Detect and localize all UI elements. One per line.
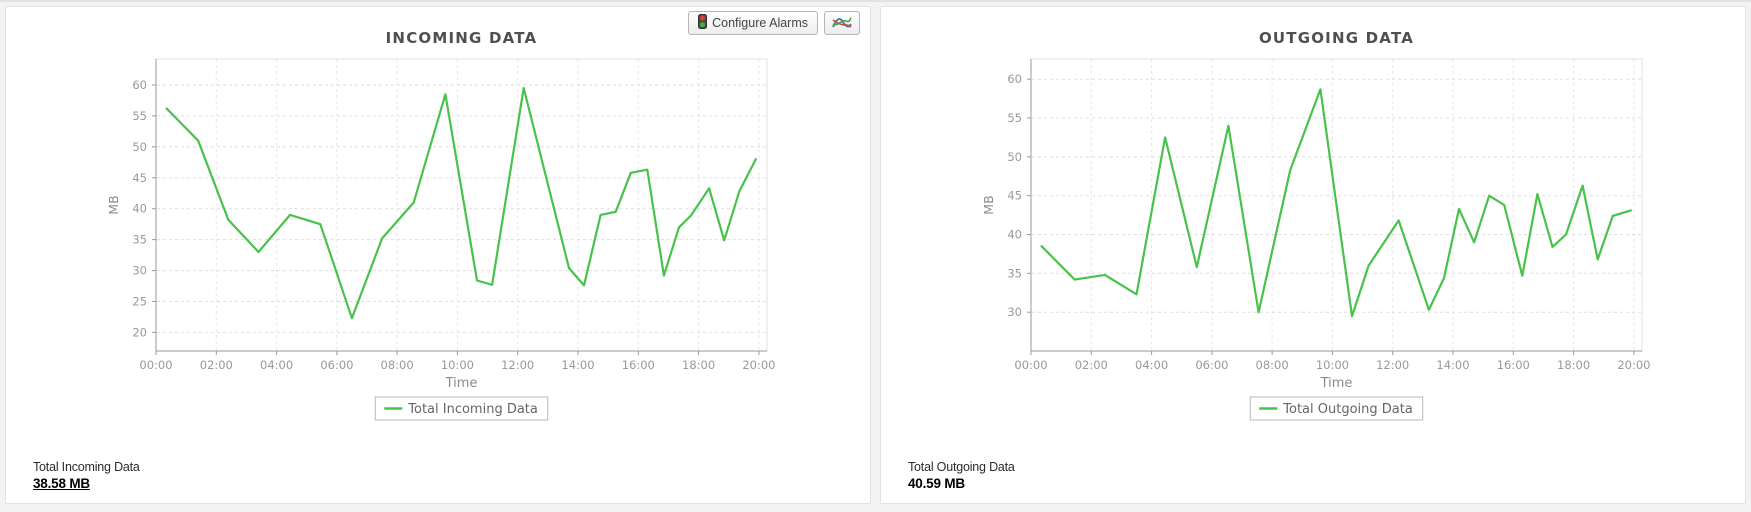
outgoing-series-line — [1040, 88, 1632, 318]
y-tick-label: 30 — [132, 264, 147, 278]
x-tick-label: 10:00 — [1316, 358, 1349, 372]
x-tick-label: 16:00 — [622, 358, 655, 372]
outgoing-data-card: 30 35 40 45 50 55 60 00:00 02:00 04:00 06:00 08:00 1… — [880, 6, 1746, 504]
y-tick-label: 45 — [1007, 189, 1022, 203]
x-tick-label: 06:00 — [320, 358, 353, 372]
configure-alarms-button[interactable]: Configure Alarms — [688, 11, 818, 35]
legend-label: Total Outgoing Data — [1282, 402, 1413, 417]
x-tick-label: 06:00 — [1195, 358, 1228, 372]
outgoing-totals: Total Outgoing Data 40.59 MB — [908, 458, 1015, 491]
y-tick-label: 35 — [132, 233, 147, 247]
x-tick-label: 08:00 — [381, 358, 414, 372]
x-tick-label: 16:00 — [1497, 358, 1530, 372]
x-tick-label: 14:00 — [1436, 358, 1469, 372]
y-axis-label: MB — [106, 195, 121, 214]
page-top-divider — [0, 0, 1751, 2]
legend-label: Total Incoming Data — [407, 402, 538, 417]
incoming-chart-title: INCOMING DATA — [386, 29, 538, 47]
y-tick-label: 60 — [132, 78, 147, 92]
y-tick-label: 40 — [1007, 228, 1022, 242]
y-tick-label: 50 — [1007, 150, 1022, 164]
y-tick-label: 45 — [132, 171, 147, 185]
y-tick-label: 55 — [132, 109, 147, 123]
x-tick-label: 20:00 — [1617, 358, 1650, 372]
y-tick-label: 60 — [1007, 72, 1022, 86]
x-tick-label: 00:00 — [1014, 358, 1047, 372]
y-axis-label: MB — [981, 195, 996, 214]
line-chart-icon — [832, 15, 852, 32]
x-tick-label: 18:00 — [1557, 358, 1590, 372]
incoming-totals: Total Incoming Data 38.58 MB — [33, 458, 140, 491]
x-tick-label: 02:00 — [200, 358, 233, 372]
outgoing-data-chart: 30 35 40 45 50 55 60 00:00 02:00 04:00 06:00 08:00 1… — [881, 7, 1743, 440]
incoming-chart-svg: 20 25 30 35 40 45 50 55 60 00:00 02:00 04:00 06:00 08… — [106, 29, 775, 421]
x-tick-label: 08:00 — [1256, 358, 1289, 372]
total-incoming-label: Total Incoming Data — [33, 459, 140, 474]
outgoing-chart-svg: 30 35 40 45 50 55 60 00:00 02:00 04:00 06:00 08:00 1… — [981, 29, 1650, 421]
x-tick-label: 20:00 — [742, 358, 775, 372]
traffic-light-icon — [698, 14, 708, 32]
total-outgoing-value[interactable]: 40.59 MB — [908, 476, 965, 491]
total-outgoing-label: Total Outgoing Data — [908, 459, 1015, 474]
x-axis-label: Time — [445, 376, 478, 391]
outgoing-chart-title: OUTGOING DATA — [1259, 29, 1414, 47]
x-tick-label: 12:00 — [1376, 358, 1409, 372]
outgoing-legend[interactable]: Total Outgoing Data — [1249, 396, 1424, 421]
y-tick-label: 55 — [1007, 111, 1022, 125]
y-tick-label: 30 — [1007, 305, 1022, 319]
incoming-legend[interactable]: Total Incoming Data — [374, 396, 549, 421]
y-tick-label: 50 — [132, 140, 147, 154]
x-tick-label: 14:00 — [561, 358, 594, 372]
x-tick-label: 18:00 — [682, 358, 715, 372]
chart-type-button[interactable] — [824, 11, 860, 35]
y-tick-label: 35 — [1007, 266, 1022, 280]
configure-alarms-label: Configure Alarms — [712, 16, 808, 30]
y-tick-label: 40 — [132, 202, 147, 216]
incoming-data-card: Configure Alarms 20 25 30 35 40 45 50 55 60 00:00… — [5, 6, 871, 504]
y-tick-label: 25 — [132, 295, 147, 309]
x-tick-label: 00:00 — [139, 358, 172, 372]
total-incoming-value[interactable]: 38.58 MB — [33, 476, 90, 491]
card-toolbar: Configure Alarms — [688, 11, 860, 35]
incoming-series-line — [165, 86, 757, 320]
x-tick-label: 12:00 — [501, 358, 534, 372]
x-axis-label: Time — [1320, 376, 1353, 391]
y-tick-label: 20 — [132, 325, 147, 339]
incoming-data-chart: 20 25 30 35 40 45 50 55 60 00:00 02:00 04:00 06:00 08… — [6, 7, 868, 440]
x-tick-label: 04:00 — [1135, 358, 1168, 372]
x-tick-label: 02:00 — [1075, 358, 1108, 372]
x-tick-label: 04:00 — [260, 358, 293, 372]
x-tick-label: 10:00 — [441, 358, 474, 372]
